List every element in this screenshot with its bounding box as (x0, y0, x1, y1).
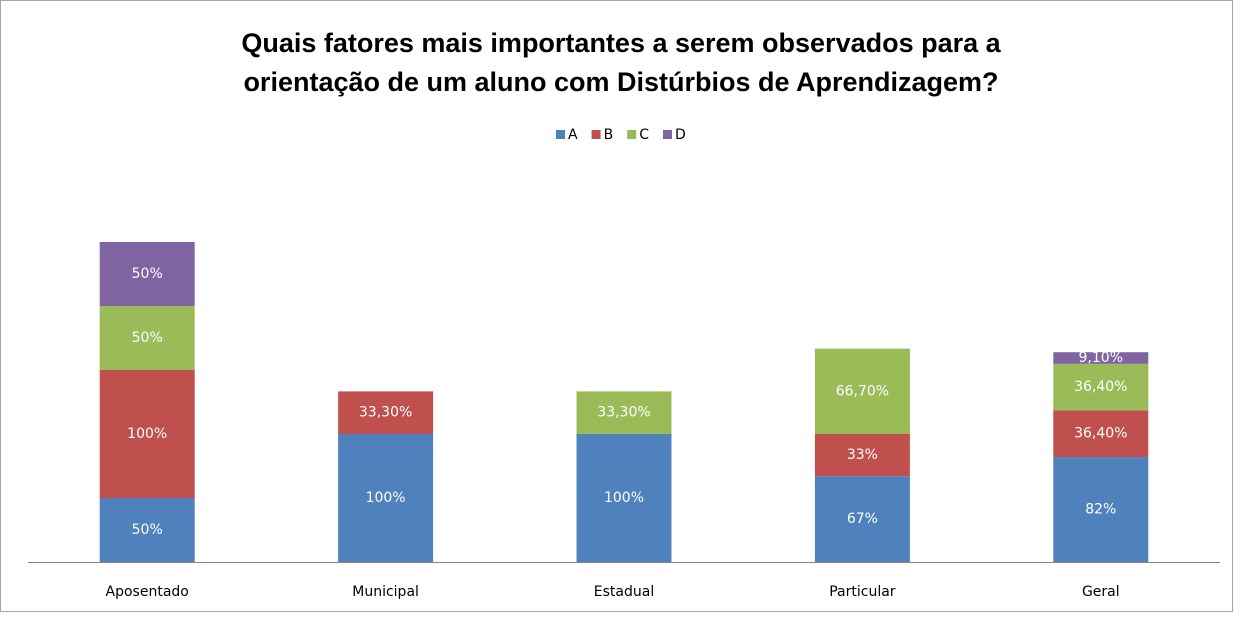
data-label: 36,40% (1074, 379, 1127, 395)
bar-segment (576, 434, 672, 562)
data-label: 67% (847, 511, 878, 527)
bar-segment (99, 242, 195, 306)
legend-swatch (627, 130, 637, 139)
bar-segment (99, 498, 195, 562)
x-tick-label: Geral (1082, 584, 1120, 600)
chart-border (0, 0, 1233, 612)
legend-label: D (675, 127, 686, 143)
legend-label: B (604, 127, 614, 143)
legend-swatch (662, 130, 672, 139)
bar-segment (338, 434, 434, 562)
data-label: 50% (132, 266, 163, 282)
bar-segment (814, 434, 910, 477)
data-label: 50% (132, 330, 163, 346)
bar-segment (99, 306, 195, 370)
data-label: 50% (132, 522, 163, 538)
bar-segment (99, 370, 195, 498)
data-label: 100% (604, 490, 644, 506)
legend-swatch (591, 130, 601, 139)
data-label: 33% (847, 447, 878, 463)
data-label: 82% (1085, 502, 1116, 518)
bar-segment (1053, 363, 1149, 411)
legend-label: A (568, 127, 578, 143)
x-tick-label: Particular (829, 584, 896, 600)
chart-title: Quais fatores mais importantes a serem o… (241, 28, 1001, 97)
bar-segment (1053, 457, 1149, 562)
data-label: 36,40% (1074, 426, 1127, 442)
bar-segment (338, 391, 434, 434)
legend-swatch (556, 130, 565, 139)
data-label: 33,30% (359, 405, 412, 421)
x-tick-label: Aposentado (106, 584, 189, 600)
data-label: 33,30% (597, 405, 650, 421)
legend-label: C (639, 127, 649, 143)
data-label: 66,70% (836, 383, 889, 399)
data-label: 100% (366, 490, 406, 506)
bar-segment (1053, 410, 1149, 458)
data-label: 100% (127, 426, 167, 442)
bar-segment (576, 391, 672, 434)
bar-segment (814, 348, 910, 434)
x-tick-label: Estadual (594, 584, 654, 600)
data-label: 9,10% (1079, 350, 1123, 366)
bar-segment (1053, 352, 1149, 364)
bar-segment (814, 476, 910, 562)
x-tick-label: Municipal (352, 584, 419, 600)
